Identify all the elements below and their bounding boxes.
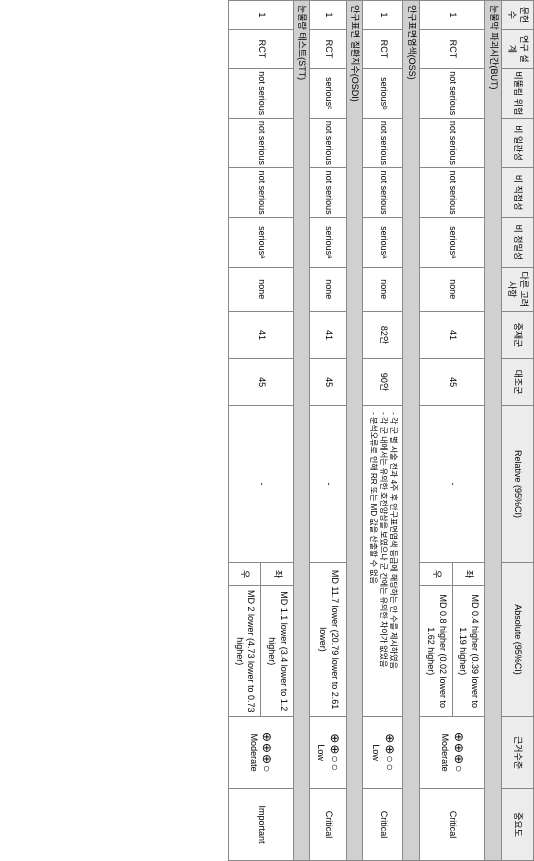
cell-imprec: seriousᵃ: [420, 217, 485, 267]
cell-indir: not serious: [228, 168, 293, 218]
cell-design: RCT: [363, 29, 403, 68]
table-row: 1RCTseriousᶜnot seriousnot seriousseriou…: [310, 1, 346, 861]
cell-certainty: ⊕⊕⊕○Moderate: [228, 717, 293, 789]
cell-num: 1: [310, 1, 346, 30]
cell-num: 1: [228, 1, 293, 30]
cell-design: RCT: [420, 29, 485, 68]
cell-certainty: ⊕⊕⊕○Moderate: [420, 717, 485, 789]
cell-absolute: MD 0.4 higher (0.39 lower to 1.19 higher…: [452, 586, 484, 717]
cell-other: none: [363, 267, 403, 311]
cell-bias: not serious: [228, 68, 293, 118]
table-row: 1RCTnot seriousnot seriousnot seriousser…: [261, 1, 293, 861]
cell-int: 41: [310, 312, 346, 359]
header-absolute: Absolute (95%CI): [501, 562, 533, 716]
cell-int: 41: [420, 312, 485, 359]
header-imprecision: 비 정밀성: [501, 217, 533, 267]
cell-abs-sublabel: 좌: [452, 562, 484, 586]
cell-incons: not serious: [420, 118, 485, 168]
header-indirectness: 비 직접성: [501, 168, 533, 218]
header-intervention: 중재군: [501, 312, 533, 359]
cell-bias: seriousᶜ: [310, 68, 346, 118]
cell-ctrl: 45: [310, 359, 346, 406]
cell-incons: not serious: [363, 118, 403, 168]
header-bias: 비뚤림 위험: [501, 68, 533, 118]
cell-design: RCT: [310, 29, 346, 68]
cell-importance: Important: [228, 789, 293, 861]
cell-num: 1: [420, 1, 485, 30]
cell-importance: Critical: [363, 789, 403, 861]
section-title: 안구표면 질환지수(OSDI): [346, 1, 363, 861]
cell-abs-sublabel: 우: [420, 562, 452, 586]
cell-incons: not serious: [228, 118, 293, 168]
table-row: 1RCTnot seriousnot seriousnot seriousser…: [452, 1, 484, 861]
cell-other: none: [228, 267, 293, 311]
cell-absolute: MD 1.1 lower (3.4 lower to 1.2 higher): [261, 586, 293, 717]
cell-imprec: seriousᵃ: [310, 217, 346, 267]
cell-absolute: MD 11.7 lower (20.79 lower to 2.61 lower…: [310, 562, 346, 716]
cell-int: 82안: [363, 312, 403, 359]
cell-absolute: MD 0.8 higher (0.02 lower to 1.62 higher…: [420, 586, 452, 717]
header-importance: 중요도: [501, 789, 533, 861]
cell-indir: not serious: [420, 168, 485, 218]
header-relative: Relative (95%CI): [501, 406, 533, 563]
section-title: 눈물량 테스트(STT): [293, 1, 310, 861]
header-design: 연구 설계: [501, 29, 533, 68]
cell-certainty: ⊕⊕○○Low: [363, 717, 403, 789]
cell-design: RCT: [228, 29, 293, 68]
cell-int: 41: [228, 312, 293, 359]
cell-absolute: MD 2 lower (4.73 lower to 0.73 higher): [228, 586, 260, 717]
cell-abs-sublabel: 좌: [261, 562, 293, 586]
cell-relative-wide: - 각 군 별 시술 전과 4주 후 안구표면염색 등급에 해당하는 안 수를 …: [363, 406, 403, 717]
table-row: 1RCTseriousᵇnot seriousnot seriousseriou…: [363, 1, 403, 861]
cell-relative: -: [420, 406, 485, 563]
cell-incons: not serious: [310, 118, 346, 168]
cell-bias: not serious: [420, 68, 485, 118]
cell-num: 1: [363, 1, 403, 30]
cell-importance: Critical: [420, 789, 485, 861]
header-inconsistency: 비 일관성: [501, 118, 533, 168]
cell-bias: seriousᵇ: [363, 68, 403, 118]
cell-abs-sublabel: 우: [228, 562, 260, 586]
cell-imprec: seriousᵃ: [363, 217, 403, 267]
header-control: 대조군: [501, 359, 533, 406]
cell-ctrl: 90안: [363, 359, 403, 406]
header-certainty: 근거수준: [501, 717, 533, 789]
cell-relative: -: [228, 406, 293, 563]
cell-ctrl: 45: [228, 359, 293, 406]
grade-table: 문헌 수 연구 설계 비뚤림 위험 비 일관성 비 직접성 비 정밀성 다른 고…: [228, 0, 534, 861]
cell-indir: not serious: [310, 168, 346, 218]
section-title: 안구표면염색(OSS): [403, 1, 420, 861]
cell-indir: not serious: [363, 168, 403, 218]
cell-ctrl: 45: [420, 359, 485, 406]
cell-imprec: seriousᵃ: [228, 217, 293, 267]
header-other: 다른 고려 사항: [501, 267, 533, 311]
cell-other: none: [420, 267, 485, 311]
cell-importance: Critical: [310, 789, 346, 861]
cell-other: none: [310, 267, 346, 311]
section-title: 눈물막 파괴시간(BUT): [484, 1, 501, 861]
cell-certainty: ⊕⊕○○Low: [310, 717, 346, 789]
header-num: 문헌 수: [501, 1, 533, 30]
cell-relative: -: [310, 406, 346, 563]
